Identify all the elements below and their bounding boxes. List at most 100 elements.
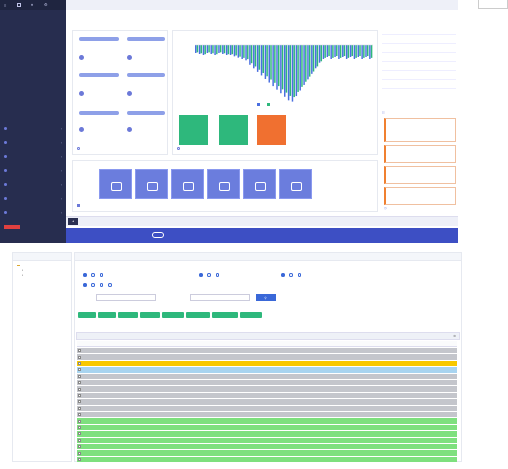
radio-option[interactable] — [289, 273, 294, 277]
table-row[interactable] — [77, 380, 457, 387]
radio-option[interactable] — [99, 273, 104, 277]
search-button[interactable]: ⚲ — [256, 294, 276, 301]
action-button-5[interactable] — [162, 312, 184, 318]
table-row[interactable] — [77, 348, 457, 355]
row-checkbox[interactable] — [78, 438, 81, 442]
tile-5[interactable] — [243, 169, 276, 199]
notice-button[interactable] — [152, 232, 164, 238]
window-icon[interactable] — [17, 3, 21, 7]
settings-icon[interactable]: ⚙ — [44, 2, 48, 7]
card-item[interactable] — [79, 55, 87, 60]
table-row[interactable] — [77, 367, 457, 374]
table-row[interactable] — [77, 386, 457, 393]
right-table-row[interactable] — [382, 64, 456, 71]
card-item[interactable] — [79, 127, 87, 132]
radio-option[interactable] — [199, 273, 203, 277]
right-table-row[interactable] — [382, 28, 456, 35]
row-checkbox[interactable] — [78, 361, 81, 365]
table-row[interactable] — [77, 444, 457, 451]
table-row[interactable] — [77, 373, 457, 380]
card-item[interactable] — [127, 91, 135, 96]
radio-option[interactable] — [108, 283, 112, 287]
row-checkbox[interactable] — [78, 381, 81, 385]
radio-option[interactable] — [297, 273, 302, 277]
card-item[interactable] — [127, 127, 135, 132]
table-row[interactable] — [77, 437, 457, 444]
table-row[interactable] — [77, 450, 457, 457]
tree-node[interactable]: ▪ — [17, 273, 67, 278]
action-button-7[interactable] — [212, 312, 238, 318]
table-row[interactable] — [77, 360, 457, 368]
right-table-row[interactable] — [382, 82, 456, 89]
row-checkbox[interactable] — [78, 349, 81, 353]
tile-3[interactable] — [171, 169, 204, 199]
table-row[interactable] — [77, 354, 457, 361]
row-checkbox[interactable] — [78, 368, 81, 372]
alert-card-2[interactable] — [384, 145, 456, 163]
row-checkbox[interactable] — [78, 419, 81, 423]
row-checkbox[interactable] — [78, 457, 81, 461]
text-input-1[interactable] — [96, 294, 156, 301]
sidebar-item-4[interactable]: › — [4, 167, 62, 174]
sidebar-item-6[interactable]: › — [4, 195, 62, 202]
radio-option[interactable] — [83, 283, 87, 287]
radio-option[interactable] — [99, 283, 104, 287]
home-tab[interactable]: ◂ — [68, 218, 78, 225]
row-checkbox[interactable] — [78, 413, 81, 417]
row-checkbox[interactable] — [78, 445, 81, 449]
radio-option[interactable] — [91, 283, 96, 287]
tile-6[interactable] — [279, 169, 312, 199]
alert-card-1[interactable] — [384, 118, 456, 142]
right-table-row[interactable] — [382, 73, 456, 80]
table-row[interactable] — [77, 418, 457, 425]
table-row[interactable] — [77, 412, 457, 419]
radio-option[interactable] — [83, 273, 87, 277]
radio-option[interactable] — [207, 273, 212, 277]
table-row[interactable] — [77, 431, 457, 438]
right-table-row[interactable] — [382, 55, 456, 62]
sidebar-item-5[interactable]: › — [4, 181, 62, 188]
sidebar-item-2[interactable]: › — [4, 139, 62, 146]
action-button-4[interactable] — [140, 312, 160, 318]
alert-card-4[interactable] — [384, 187, 456, 205]
table-row[interactable] — [77, 405, 457, 412]
tile-4[interactable] — [207, 169, 240, 199]
tile-2[interactable] — [135, 169, 168, 199]
tile-1[interactable] — [99, 169, 132, 199]
row-checkbox[interactable] — [78, 355, 81, 359]
radio-option[interactable] — [91, 273, 96, 277]
settings-icon[interactable]: ⚙ — [453, 334, 456, 338]
card-item[interactable] — [79, 91, 87, 96]
action-button-1[interactable] — [78, 312, 96, 318]
row-checkbox[interactable] — [78, 425, 81, 429]
action-button-6[interactable] — [186, 312, 210, 318]
action-button-8[interactable] — [240, 312, 262, 318]
table-row[interactable] — [77, 392, 457, 400]
row-checkbox[interactable] — [78, 451, 81, 455]
pin-icon[interactable]: ♦ — [31, 2, 34, 7]
table-row[interactable] — [77, 399, 457, 406]
text-input-2[interactable] — [190, 294, 250, 301]
sidebar-item-1[interactable]: › — [4, 125, 62, 132]
tree-root[interactable]: ▬ — [17, 263, 67, 268]
menu-icon[interactable]: ≡ — [4, 3, 7, 8]
card-item[interactable] — [127, 55, 135, 60]
radio-option[interactable] — [215, 273, 220, 277]
radio-option[interactable] — [281, 273, 285, 277]
row-checkbox[interactable] — [78, 406, 81, 410]
right-table-row[interactable] — [382, 37, 456, 44]
action-button-2[interactable] — [98, 312, 116, 318]
right-table-row[interactable] — [382, 46, 456, 53]
sidebar-item-3[interactable]: › — [4, 153, 62, 160]
row-checkbox[interactable] — [78, 432, 81, 436]
alert-card-3[interactable] — [384, 166, 456, 184]
sidebar-item-7[interactable]: › — [4, 209, 62, 216]
table-row[interactable] — [77, 456, 457, 464]
row-checkbox[interactable] — [78, 374, 81, 378]
tree-node[interactable]: ▪ — [17, 268, 67, 273]
row-checkbox[interactable] — [78, 400, 81, 404]
action-button-3[interactable] — [118, 312, 138, 318]
row-checkbox[interactable] — [78, 393, 81, 397]
row-checkbox[interactable] — [78, 387, 81, 391]
table-row[interactable] — [77, 424, 457, 432]
